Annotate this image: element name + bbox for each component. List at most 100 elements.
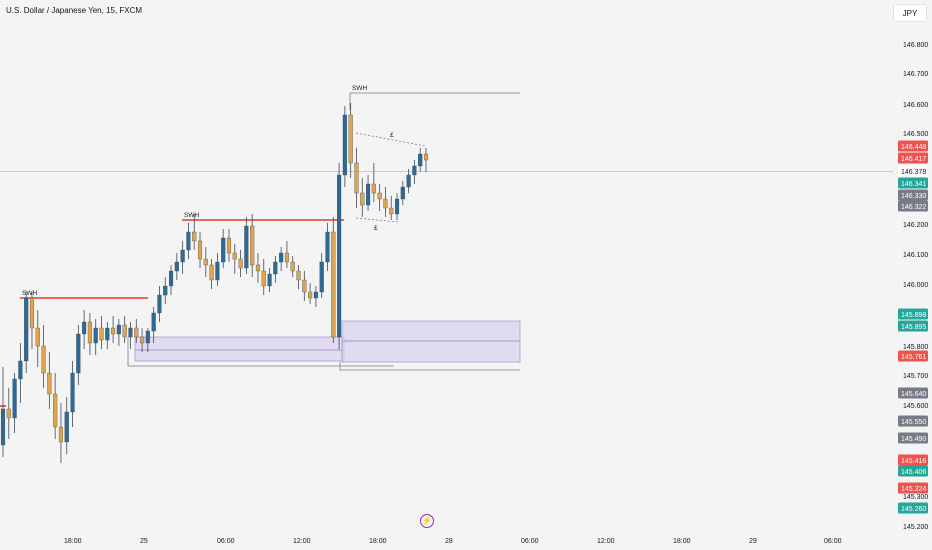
x-tick-label: 06:00	[217, 538, 235, 545]
candle-body	[174, 261, 179, 272]
candle-bull	[267, 268, 272, 292]
annotation-label: £	[390, 132, 394, 139]
price-label-box	[898, 454, 928, 466]
y-axis-ticks: 146.800 146.700 146.600 146.500 146.200 146.1…	[903, 42, 928, 531]
candle-body	[6, 408, 11, 419]
candle-body	[389, 207, 394, 215]
candle-bull	[105, 322, 110, 349]
price-label-text: 145.260	[901, 506, 926, 513]
bolt-icon: ⚡	[420, 514, 434, 528]
annotation-label: SWH	[184, 212, 199, 219]
price-label-box	[898, 387, 928, 399]
candle-bull	[319, 253, 324, 298]
candle-body	[41, 345, 46, 374]
price-label-box	[898, 432, 928, 444]
candle-body	[238, 258, 243, 269]
candle-bull	[406, 169, 411, 193]
candle-bull	[64, 397, 69, 454]
candle-body	[371, 183, 376, 194]
candle-bull	[366, 175, 371, 211]
candle-body	[128, 327, 133, 338]
candle-body	[76, 333, 81, 374]
candle-bull	[163, 277, 168, 304]
candle-body	[0, 408, 6, 446]
candle-bear	[226, 229, 232, 262]
candle-body	[24, 297, 29, 362]
candle-bull	[273, 256, 278, 283]
candle-bear	[41, 325, 46, 388]
price-label-box	[898, 189, 928, 201]
y-tick-label: 146.100	[903, 252, 928, 259]
candle-bull	[342, 106, 347, 187]
candle-body	[255, 264, 261, 272]
price-label-text: 146.341	[901, 181, 926, 188]
candle-bear	[58, 403, 63, 463]
candle-bear	[290, 256, 295, 277]
candle-bear	[238, 250, 243, 277]
candle-body	[267, 273, 272, 287]
chart-title: U.S. Dollar / Japanese Yen, 15, FXCM	[6, 6, 143, 15]
candle-bear	[99, 316, 104, 349]
candle-bear	[308, 283, 313, 304]
candle-body	[99, 327, 104, 341]
y-tick-label: 145.800	[903, 344, 928, 351]
x-tick-label: 06:00	[521, 538, 539, 545]
y-tick-label: 145.200	[903, 524, 928, 531]
y-tick-label: 145.600	[903, 403, 928, 410]
price-label-box	[898, 465, 928, 477]
x-tick-label: 18:00	[369, 538, 387, 545]
price-label-text: 145.406	[901, 469, 926, 476]
candle-body	[18, 360, 23, 380]
candle-body	[383, 198, 388, 209]
candle-bear	[192, 214, 197, 250]
candle-body	[377, 192, 382, 200]
candle-bull	[12, 373, 17, 433]
candle-body	[319, 261, 324, 293]
candle-bull	[215, 253, 220, 286]
candle-body	[64, 411, 69, 443]
candle-bear	[296, 265, 301, 289]
candle-body	[337, 174, 342, 338]
candle-body	[163, 285, 168, 296]
candle-body	[140, 336, 145, 344]
x-axis-ticks: 18:00 25 06:00 12:00 18:00 28 06:00 12:00 18:00 2…	[64, 538, 842, 545]
candle-bull	[151, 307, 156, 343]
candle-bear	[284, 241, 289, 268]
price-label-text: 146.378	[901, 169, 926, 176]
candle-bull	[168, 265, 174, 295]
price-label-box	[898, 502, 928, 514]
x-tick-label: 18:00	[673, 538, 691, 545]
candle-body	[197, 240, 203, 260]
candle-bull	[325, 223, 330, 271]
price-label-box	[898, 308, 928, 320]
candle-bear	[111, 316, 116, 343]
candle-bull	[418, 148, 423, 172]
annotation-label: £	[374, 225, 378, 232]
candle-body	[93, 327, 98, 344]
candle-body	[82, 321, 87, 335]
price-label-box	[898, 140, 928, 152]
candle-bear	[354, 148, 359, 208]
candle-bull	[337, 163, 342, 349]
demand-zone-1	[134, 336, 345, 362]
candle-bull	[116, 319, 121, 346]
candle-body	[423, 153, 429, 161]
candle-bear	[360, 178, 365, 217]
candle-body	[308, 291, 313, 299]
price-label-text: 145.898	[901, 312, 926, 319]
candle-body	[111, 327, 116, 335]
candle-bear	[377, 184, 382, 211]
candle-bear	[134, 319, 139, 343]
currency-button[interactable]: JPY	[893, 4, 927, 22]
candle-body	[70, 372, 75, 413]
candle-bull	[128, 322, 133, 349]
candle-bull	[76, 325, 81, 385]
candle-bear	[197, 232, 203, 268]
candle-body	[87, 321, 92, 344]
candle-bear	[35, 310, 40, 367]
candle-bull	[174, 253, 179, 280]
candle-body	[145, 330, 150, 344]
candles-group	[0, 103, 429, 463]
